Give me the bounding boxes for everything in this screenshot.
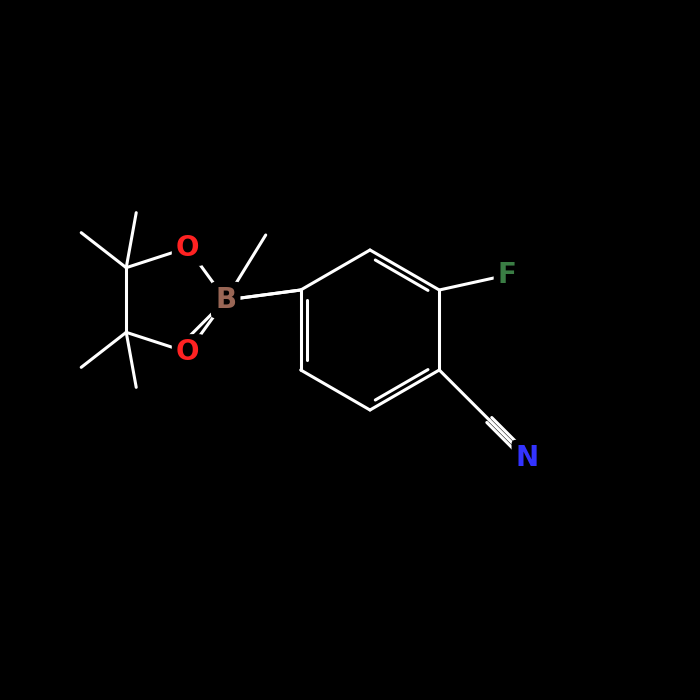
Text: O: O bbox=[176, 234, 199, 262]
Text: F: F bbox=[498, 261, 517, 289]
Text: N: N bbox=[516, 444, 539, 472]
Text: O: O bbox=[176, 338, 199, 366]
Text: B: B bbox=[215, 286, 237, 314]
